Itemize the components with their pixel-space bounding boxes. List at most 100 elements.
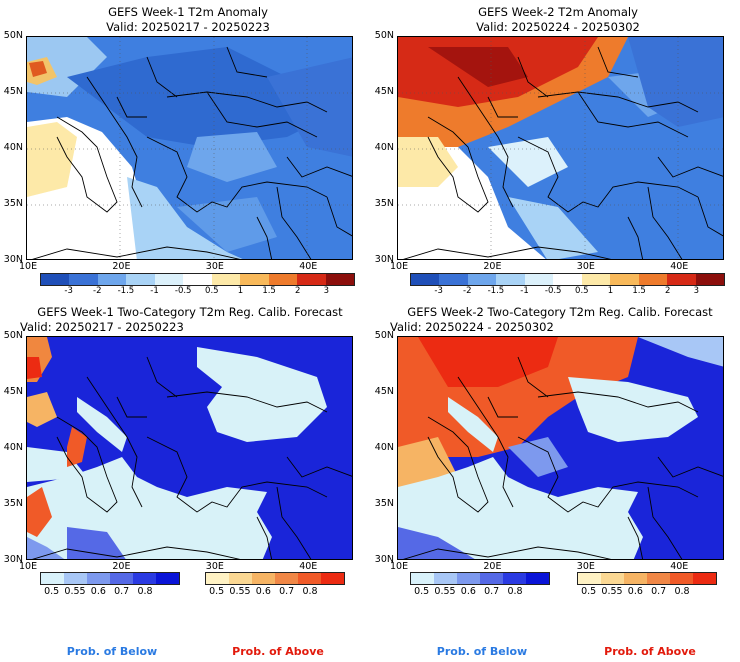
colorbar-tick-label: -0.5 [544, 286, 562, 296]
colorbar-swatch [610, 274, 639, 285]
prob-below-colorbar-week2 [410, 572, 550, 585]
colorbar-swatch [275, 573, 298, 584]
colorbar-tick-label: -1 [520, 286, 529, 296]
panel-4-title: GEFS Week-2 Two-Category T2m Reg. Calib.… [380, 305, 740, 335]
colorbar-swatch [211, 274, 241, 285]
colorbar-tick-label: 0.55 [434, 586, 456, 597]
colorbar-swatch [183, 274, 212, 285]
colorbar-tick-label: 0.8 [302, 586, 318, 597]
map-week2-anomaly-graphic [398, 37, 723, 259]
colorbar-swatch [87, 573, 110, 584]
latitude-label: 45N [374, 386, 394, 397]
colorbar-tick-label: 1.5 [632, 286, 646, 296]
colorbar-tick-label: 0.55 [601, 586, 623, 597]
latitude-label: 35N [3, 198, 23, 209]
latitude-label: 40N [374, 142, 394, 153]
colorbar-tick-label: 0.8 [507, 586, 523, 597]
longitude-label: 40E [670, 561, 689, 572]
panel-2-title-text: GEFS Week-2 T2m Anomaly [478, 5, 638, 19]
latitude-label: 35N [374, 198, 394, 209]
colorbar-tick-label: 0.8 [674, 586, 690, 597]
colorbar-swatch [601, 573, 624, 584]
latitude-label: 45N [3, 86, 23, 97]
longitude-label: 10E [19, 261, 38, 272]
latitude-label: 45N [374, 86, 394, 97]
longitude-label: 10E [390, 261, 409, 272]
prob-below-label-left: Prob. of Below [66, 645, 158, 658]
map-week1-probability [26, 336, 353, 560]
colorbar-swatch [126, 274, 155, 285]
longitude-label: 20E [112, 561, 131, 572]
colorbar-swatch [526, 573, 549, 584]
longitude-label: 20E [112, 261, 131, 272]
panel-1-title-text: GEFS Week-1 T2m Anomaly [108, 5, 268, 19]
colorbar-tick-label: 0.7 [484, 586, 500, 597]
latitude-label: 30N [374, 254, 394, 265]
colorbar-swatch [133, 573, 156, 584]
colorbar-swatch [667, 274, 696, 285]
colorbar-swatch [297, 274, 326, 285]
colorbar-swatch [64, 573, 87, 584]
colorbar-swatch [252, 573, 275, 584]
colorbar-tick-label: 0.55 [229, 586, 251, 597]
panel-4-title-text: GEFS Week-2 Two-Category T2m Reg. Calib.… [407, 305, 713, 319]
prob-above-colorbar-week1 [205, 572, 345, 585]
latitude-label: 50N [3, 30, 23, 41]
anomaly-colorbar-week2 [410, 273, 725, 286]
colorbar-swatch [439, 274, 468, 285]
prob-below-label-right: Prob. of Below [436, 645, 528, 658]
colorbar-tick-label: 0.6 [90, 586, 106, 597]
colorbar-tick-label: 1.5 [262, 286, 276, 296]
latitude-label: 40N [3, 142, 23, 153]
panel-2-valid-text: Valid: 20250224 - 20250302 [476, 20, 640, 34]
colorbar-swatch [480, 573, 503, 584]
colorbar-swatch [110, 573, 133, 584]
colorbar-tick-label: 0.5 [209, 586, 225, 597]
colorbar-swatch [524, 274, 554, 285]
colorbar-swatch [154, 274, 184, 285]
colorbar-swatch [229, 573, 252, 584]
colorbar-tick-label: -1 [150, 286, 159, 296]
colorbar-tick-label: 0.7 [651, 586, 667, 597]
latitude-label: 45N [3, 386, 23, 397]
colorbar-tick-label: 0.6 [460, 586, 476, 597]
colorbar-tick-label: 1 [237, 286, 244, 296]
colorbar-tick-label: -2 [463, 286, 472, 296]
colorbar-tick-label: -1.5 [487, 286, 505, 296]
colorbar-tick-label: 0.6 [255, 586, 271, 597]
colorbar-tick-label: 1 [607, 286, 614, 296]
longitude-label: 10E [390, 561, 409, 572]
colorbar-tick-label: 0.55 [64, 586, 86, 597]
latitude-label: 40N [374, 442, 394, 453]
colorbar-swatch [325, 274, 354, 285]
map-week1-probability-graphic [27, 337, 352, 559]
map-week2-anomaly [397, 36, 724, 260]
longitude-label: 20E [483, 561, 502, 572]
colorbar-swatch [298, 573, 321, 584]
colorbar-tick-label: 0.5 [44, 586, 60, 597]
colorbar-swatch [69, 274, 98, 285]
colorbar-tick-label: -0.5 [174, 286, 192, 296]
colorbar-swatch [496, 274, 525, 285]
colorbar-tick-label: 0.8 [137, 586, 153, 597]
panel-3-valid-text: Valid: 20250217 - 20250223 [20, 320, 184, 334]
colorbar-swatch [268, 274, 298, 285]
colorbar-swatch [97, 274, 127, 285]
panel-4-valid-text: Valid: 20250224 - 20250302 [390, 320, 554, 334]
colorbar-tick-label: 3 [323, 286, 330, 296]
colorbar-tick-label: 2 [295, 286, 301, 296]
longitude-label: 40E [299, 561, 318, 572]
colorbar-tick-label: 0.6 [627, 586, 643, 597]
longitude-label: 30E [576, 261, 595, 272]
map-week1-anomaly [26, 36, 353, 260]
colorbar-tick-label: 3 [693, 286, 700, 296]
longitude-label: 20E [483, 261, 502, 272]
colorbar-swatch [206, 573, 229, 584]
longitude-label: 40E [299, 261, 318, 272]
longitude-label: 30E [205, 561, 224, 572]
colorbar-swatch [578, 573, 601, 584]
colorbar-tick-label: -3 [64, 286, 73, 296]
prob-above-label-right: Prob. of Above [604, 645, 696, 658]
map-week2-probability-graphic [398, 337, 723, 559]
colorbar-swatch [693, 573, 716, 584]
